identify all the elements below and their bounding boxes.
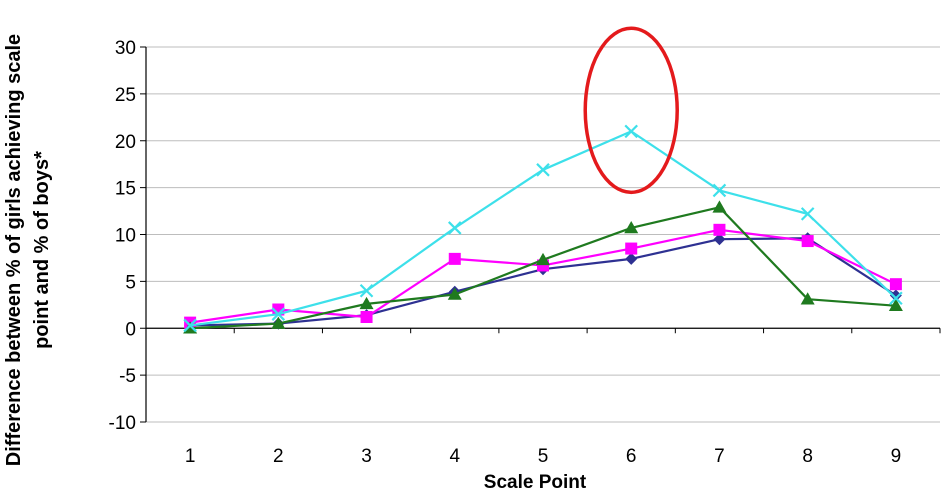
y-tick-label: 15 — [115, 179, 136, 200]
data-point — [447, 287, 462, 300]
series-4 — [183, 124, 903, 333]
data-point — [536, 252, 550, 266]
series-line — [189, 130, 897, 327]
series-group — [183, 124, 903, 334]
data-point — [800, 292, 815, 305]
data-point — [625, 252, 638, 265]
data-point — [800, 207, 815, 221]
y-tick-label: 20 — [115, 132, 136, 153]
y-tick-label: 30 — [115, 38, 136, 59]
data-point — [448, 221, 462, 235]
x-tick-label: 4 — [449, 446, 460, 467]
data-point — [271, 307, 286, 321]
data-point — [536, 163, 550, 177]
series-3 — [183, 200, 903, 334]
data-point — [360, 311, 373, 323]
y-axis-title-line1: Difference between % of girls achieving … — [3, 34, 25, 466]
x-tick-label: 7 — [714, 446, 725, 467]
data-point — [889, 291, 903, 306]
data-point — [448, 252, 461, 265]
data-point — [271, 316, 286, 329]
y-axis-title: Difference between % of girls achieving … — [3, 34, 53, 466]
x-tick-labels: 1 2 3 4 5 6 7 8 9 — [185, 446, 901, 467]
data-point — [889, 278, 902, 291]
annotation-group — [583, 26, 679, 195]
x-tick-label: 2 — [273, 446, 284, 467]
series-2 — [184, 223, 902, 329]
highlight-ellipse — [583, 26, 679, 195]
y-tick-label: 25 — [115, 85, 136, 106]
data-point — [183, 318, 197, 333]
data-point — [713, 233, 726, 246]
data-point — [712, 183, 727, 198]
x-tick-label: 6 — [626, 446, 637, 467]
data-point — [888, 298, 903, 311]
data-point — [624, 124, 638, 139]
data-point — [889, 289, 902, 302]
x-tick-label: 8 — [802, 446, 813, 467]
y-tick-labels: -10 -5 0 5 10 15 20 25 30 — [109, 38, 136, 434]
data-point — [713, 223, 726, 236]
y-tick-label: -5 — [119, 366, 136, 387]
data-point — [624, 220, 639, 234]
data-point — [712, 200, 727, 213]
y-tick-label: -10 — [109, 413, 136, 434]
data-point — [359, 296, 374, 310]
x-tick-label: 3 — [361, 446, 372, 467]
y-tick-label: 5 — [125, 272, 136, 293]
gridlines — [146, 46, 940, 423]
x-axis-title: Scale Point — [484, 472, 587, 493]
x-tick-label: 1 — [185, 446, 196, 467]
y-axis-title-line2: point and % of boys* — [31, 151, 53, 349]
y-tick-label: 0 — [125, 319, 136, 340]
data-point — [801, 235, 814, 248]
data-point — [625, 242, 638, 255]
data-point — [359, 283, 374, 298]
x-tick-label: 5 — [538, 446, 549, 467]
x-tick-label: 9 — [891, 446, 902, 467]
y-tick-label: 10 — [115, 226, 136, 247]
